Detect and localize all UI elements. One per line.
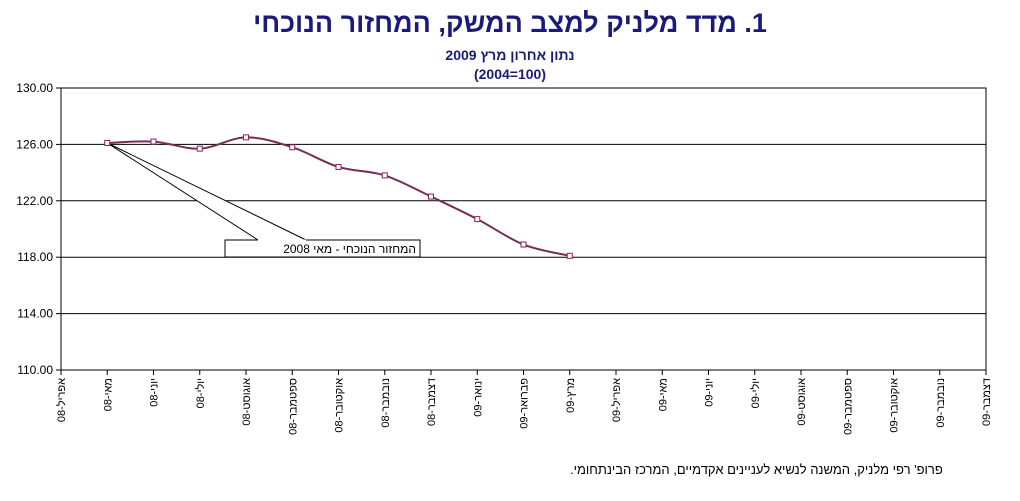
data-point <box>335 163 342 170</box>
data-point <box>428 193 434 200</box>
x-tick-label: אפריל-08 <box>55 378 68 422</box>
data-point <box>520 241 527 248</box>
y-tick-label: 122.00 <box>16 194 53 208</box>
x-tick-label: יולי-09 <box>749 378 762 408</box>
data-point <box>104 139 111 146</box>
data-point <box>474 216 481 223</box>
x-tick-label: אוקטובר-08 <box>334 378 346 433</box>
footer-credit: פרופ' רפי מלניק, המשנה לנשיא לעניינים אק… <box>570 462 943 477</box>
x-tick-label: פברואר-09 <box>519 378 531 429</box>
x-tick-label: יולי-08 <box>194 378 207 408</box>
x-tick-label: אוגוסט-09 <box>796 378 808 426</box>
x-tick-label: דצמבר-08 <box>426 378 438 426</box>
y-tick-label: 114.00 <box>17 307 53 321</box>
series-line <box>107 136 570 257</box>
data-point <box>243 134 249 141</box>
x-tick-label: יוני-08 <box>149 378 161 407</box>
data-point <box>196 145 203 152</box>
x-tick-label: מאי-09 <box>657 378 669 411</box>
x-tick-label: נובמבר-09 <box>935 378 947 428</box>
x-tick-label: מרץ-09 <box>565 378 577 413</box>
x-tick-label: נובמבר-08 <box>380 378 392 428</box>
annotation-label: המחזור הנוכחי - מאי 2008 <box>283 242 416 256</box>
data-point <box>566 252 573 259</box>
x-tick-label: דצמבר-09 <box>981 378 993 426</box>
chart-title: 1. מדד מלניק למצב המשק, המחזור הנוכחי <box>253 8 767 38</box>
chart-subtitle: נתון אחרון מרץ 2009 <box>445 47 575 63</box>
x-tick-label: יוני-09 <box>704 378 716 407</box>
x-tick-label: ספטמבר-09 <box>842 378 854 435</box>
data-point <box>289 144 296 151</box>
x-tick-label: מאי-08 <box>102 378 114 411</box>
x-tick-label: אפריל-09 <box>610 378 623 422</box>
data-point <box>381 172 388 179</box>
data-point <box>150 138 157 145</box>
annotation-pointer <box>106 142 307 241</box>
chart-base-note: (2004=100) <box>473 66 546 82</box>
x-tick-label: ספטמבר-08 <box>287 378 299 435</box>
y-tick-label: 110.00 <box>17 363 53 377</box>
y-tick-label: 118.00 <box>17 250 53 264</box>
x-tick-label: אוגוסט-08 <box>241 378 253 426</box>
plot-area-border <box>60 87 987 371</box>
y-tick-label: 126.00 <box>16 137 53 151</box>
x-tick-label: ינואר-09 <box>472 378 484 417</box>
x-tick-label: אוקטובר-09 <box>889 378 901 433</box>
y-tick-label: 130.00 <box>16 81 53 95</box>
